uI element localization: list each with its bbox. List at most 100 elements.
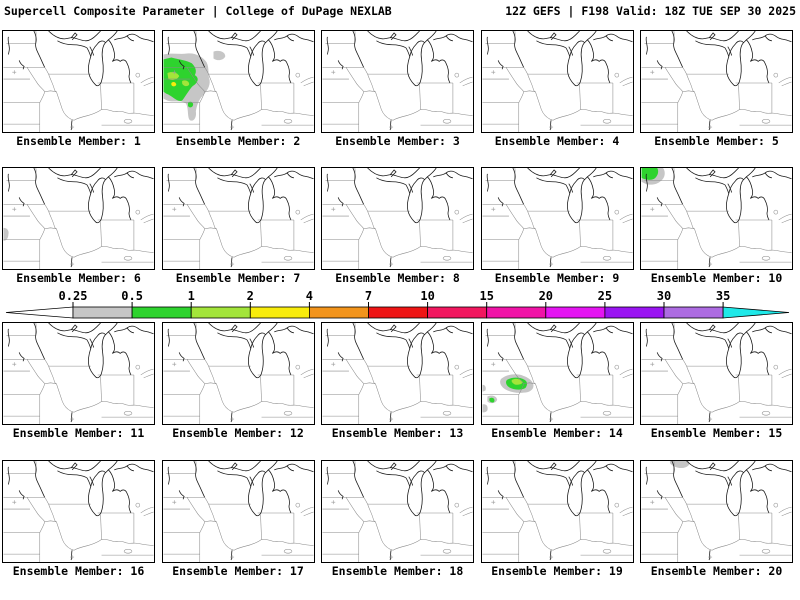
state-border: [73, 539, 102, 551]
map-member-11: [2, 322, 155, 425]
lake-outline: [645, 36, 648, 55]
ensemble-panel-14: Ensemble Member: 14: [480, 322, 634, 440]
lake-stclair-outline: [454, 502, 460, 508]
ensemble-panel-20: Ensemble Member: 20: [640, 460, 793, 578]
state-border: [677, 91, 683, 103]
lake-outline: [565, 184, 570, 194]
state-border: [523, 227, 535, 230]
map-member-7: [161, 167, 315, 270]
lake-outline: [656, 490, 663, 500]
state-border: [579, 108, 633, 116]
colorbar-bin: [308, 306, 369, 319]
lake-outline: [247, 470, 266, 517]
lake-stclair-outline: [773, 364, 779, 370]
state-border: [664, 67, 683, 92]
map-member-10: [640, 167, 793, 270]
lake-outline: [486, 328, 489, 347]
reservoir-outline: [442, 548, 452, 554]
lake-outline: [497, 490, 504, 500]
state-border: [622, 81, 633, 87]
state-border: [207, 366, 234, 413]
lake-outline: [764, 35, 772, 42]
lake-outline: [389, 412, 392, 423]
lake-outline: [433, 325, 473, 335]
map-member-9: [480, 167, 634, 270]
state-border: [260, 538, 314, 546]
lake-outline: [726, 177, 744, 224]
lake-outline: [743, 176, 754, 199]
lake-outline: [583, 469, 594, 492]
state-border: [26, 204, 45, 229]
lake-outline: [271, 351, 291, 376]
state-border: [44, 227, 57, 230]
lake-outline: [267, 168, 278, 178]
reservoir-outline: [123, 410, 133, 416]
state-border: [739, 108, 792, 116]
lake-outline: [708, 550, 711, 561]
lake-outline: [273, 463, 314, 473]
lake-outline: [267, 31, 278, 41]
lake-stclair-outline: [614, 502, 619, 508]
lake-outline: [535, 470, 566, 479]
lake-outline: [565, 47, 570, 57]
state-border: [664, 204, 683, 229]
state-border: [619, 213, 633, 221]
state-border: [526, 366, 553, 413]
ensemble-panel-5: Ensemble Member: 5: [640, 30, 793, 148]
state-border: [419, 221, 421, 247]
map-member-20: [640, 460, 793, 563]
state-border: [686, 74, 713, 121]
lake-outline: [724, 184, 730, 194]
reservoir-outline: [283, 118, 292, 124]
lake-outline: [57, 470, 88, 479]
latlon-cross: [70, 125, 75, 130]
state-border: [419, 514, 421, 540]
colorbar-tick-label: 35: [716, 290, 730, 303]
state-border: [781, 218, 792, 224]
panel-row-3: Ensemble Member: 11 Ensemble Member: 12 En…: [2, 322, 793, 440]
colorbar-bin: [486, 306, 547, 319]
lake-outline: [695, 177, 726, 186]
state-border: [203, 67, 209, 75]
lake-outline: [424, 331, 435, 354]
state-border: [459, 368, 473, 376]
latlon-cross: [389, 262, 394, 267]
lake-outline: [549, 462, 557, 471]
lake-outline: [743, 331, 754, 354]
lake-outline: [549, 120, 552, 131]
lake-outline: [583, 39, 594, 62]
panel-label-member-8: Ensemble Member: 8: [335, 271, 460, 285]
state-border: [522, 497, 528, 505]
forecast-info: 12Z GEFS | F198 Valid: 18Z TUE SEP 30 20…: [505, 4, 796, 18]
lake-outline: [752, 463, 792, 473]
panel-label-member-1: Ensemble Member: 1: [16, 134, 141, 148]
latlon-cross: [70, 262, 75, 267]
state-border: [260, 108, 314, 116]
lake-outline: [167, 328, 170, 347]
lake-outline: [566, 332, 585, 379]
lake-outline: [724, 47, 730, 57]
state-border: [100, 84, 102, 110]
latlon-cross: [708, 555, 713, 560]
lake-outline: [746, 31, 756, 41]
latlon-cross: [389, 125, 394, 130]
lake-outline: [708, 32, 716, 41]
lake-outline: [726, 332, 744, 379]
lake-outline: [88, 40, 106, 87]
panel-label-member-7: Ensemble Member: 7: [175, 271, 301, 285]
latlon-cross: [490, 500, 495, 505]
lake-outline: [605, 465, 613, 472]
lake-outline: [590, 351, 610, 376]
lake-outline: [549, 257, 552, 268]
lake-outline: [178, 197, 185, 207]
lake-outline: [230, 120, 233, 131]
state-border: [552, 246, 581, 258]
state-border: [420, 245, 473, 253]
lake-outline: [167, 466, 170, 485]
state-border: [44, 204, 49, 212]
lake-outline: [586, 461, 597, 471]
ensemble-panel-17: Ensemble Member: 17: [161, 460, 315, 578]
lake-outline: [70, 120, 73, 131]
lake-outline: [7, 328, 10, 347]
state-border: [392, 109, 421, 121]
